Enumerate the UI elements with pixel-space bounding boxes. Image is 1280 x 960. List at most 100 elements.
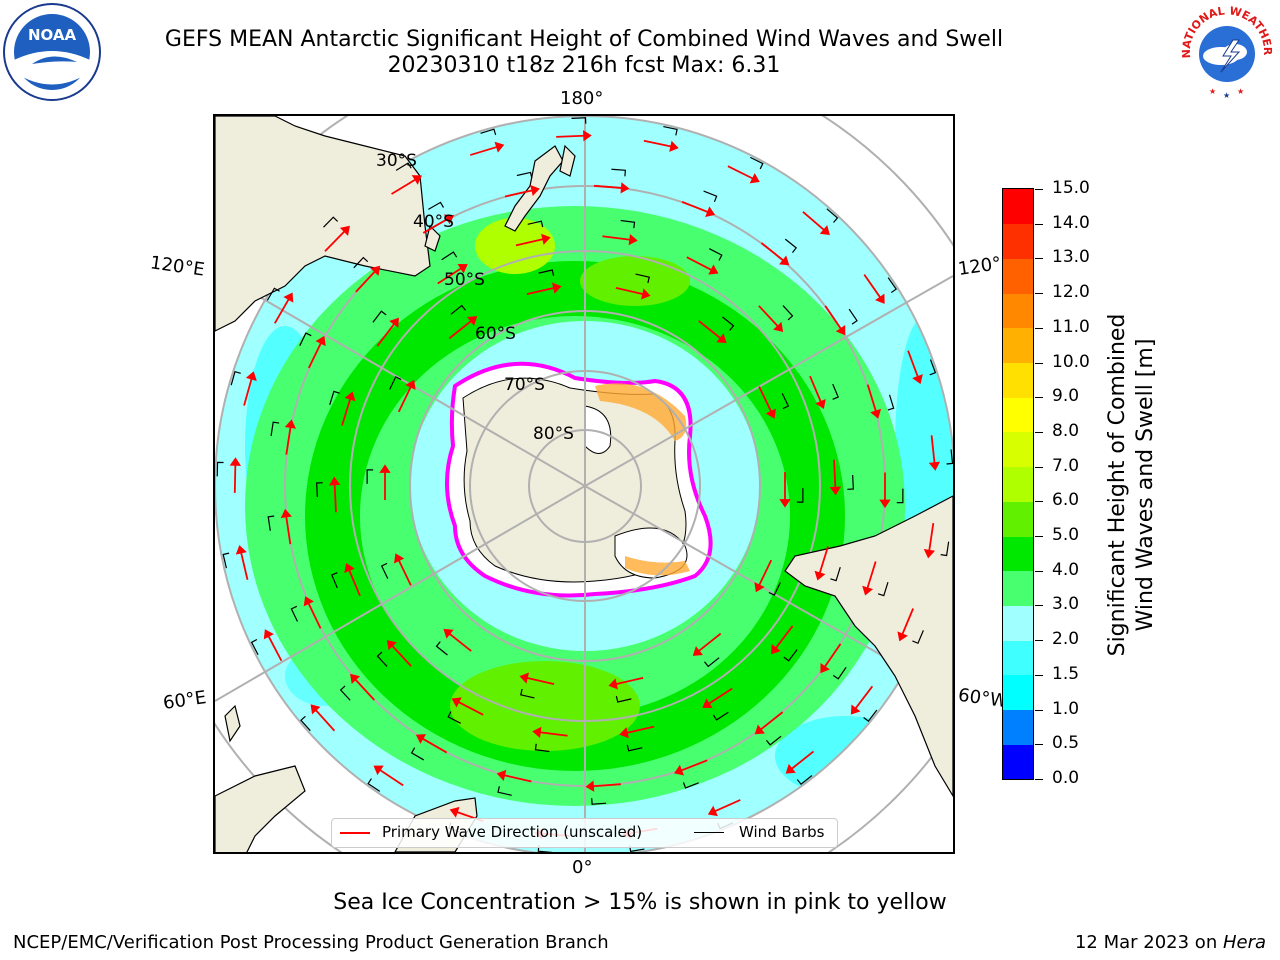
wave-arrow	[854, 685, 874, 710]
wave-arrow-head	[386, 640, 397, 651]
wave-arrow	[791, 750, 815, 770]
wind-barb	[912, 630, 924, 645]
wave-arrow-head	[443, 628, 454, 639]
colorbar-tick	[1035, 605, 1043, 607]
wave-arrow	[809, 375, 822, 403]
wind-barb	[230, 370, 241, 386]
wind-barb	[428, 201, 445, 210]
wave-arrow	[593, 184, 622, 189]
lon-label-0: 0°	[572, 857, 593, 878]
wave-arrow-head	[394, 553, 405, 564]
wave-arrow-head	[532, 726, 542, 739]
wave-arrow-head	[619, 727, 629, 739]
wave-arrow	[469, 146, 498, 156]
wave-direction-arrows	[229, 130, 941, 840]
wind-barbs	[216, 117, 953, 852]
wave-arrow	[448, 632, 472, 652]
colorbar-segment	[1003, 709, 1033, 745]
colorbar-tick-label: 7.0	[1052, 455, 1080, 476]
noaa-logo-text: NOAA	[28, 26, 77, 44]
lon-label-120w: 120°	[956, 253, 1003, 280]
wind-barb	[703, 657, 720, 668]
colorbar-segment	[1003, 223, 1033, 259]
wind-barb	[784, 238, 798, 253]
colorbar-segment	[1003, 501, 1033, 537]
colorbar-segment	[1003, 189, 1033, 225]
colorbar-tick-label: 14.0	[1052, 212, 1090, 233]
wave-arrow-head	[870, 408, 882, 419]
colorbar-tick-label: 1.0	[1052, 698, 1080, 719]
wave-arrow-head	[389, 317, 399, 328]
wave-arrow	[233, 464, 237, 493]
wave-arrow-head	[370, 265, 381, 276]
wind-barb	[781, 393, 790, 410]
colorbar-tick	[1035, 536, 1043, 538]
wind-barb	[863, 709, 878, 722]
colorbar-tick	[1035, 431, 1043, 433]
longitude-lines	[215, 116, 953, 852]
colorbar-tick-label: 1.5	[1052, 663, 1080, 684]
continents	[215, 116, 953, 852]
wind-barb	[270, 421, 280, 437]
wave-arrow	[285, 426, 292, 455]
wave-arrow	[866, 384, 877, 412]
wave-arrow	[698, 632, 722, 652]
wave-arrow-head	[443, 214, 455, 225]
wind-barb	[615, 696, 632, 703]
footer-date-text: 12 Mar 2023 on	[1074, 932, 1223, 953]
wave-arrow-head	[674, 764, 685, 776]
wave-arrow-head	[411, 175, 423, 185]
colorbar-segment	[1003, 397, 1033, 433]
wave-arrow-head	[496, 769, 507, 781]
wind-barb	[216, 461, 224, 477]
colorbar-segment	[1003, 605, 1033, 641]
wave-arrow	[314, 709, 336, 732]
wave-arrow-head	[628, 233, 638, 246]
wave-arrow-head	[519, 672, 529, 684]
wave-arrow-head	[280, 508, 292, 519]
wave-arrow	[391, 645, 412, 667]
wave-arrow-head	[820, 662, 830, 674]
colorbar-segment	[1003, 570, 1033, 606]
wind-barb	[266, 287, 280, 301]
wind-barb	[331, 572, 338, 589]
wind-barb	[250, 638, 259, 655]
colorbar-title-line1: Significant Height of Combined	[1105, 314, 1130, 657]
wave-arrow-head	[928, 461, 941, 471]
map-legend: Primary Wave Direction (unscaled) Wind B…	[331, 818, 838, 848]
wave-arrow-head	[879, 499, 891, 509]
wave-arrow-head	[819, 225, 830, 236]
colorbar-tick-label: 6.0	[1052, 490, 1080, 511]
colorbar-segment	[1003, 536, 1033, 572]
wave-arrow-head	[344, 391, 356, 402]
wave-arrow	[615, 676, 644, 685]
wave-arrow	[823, 643, 842, 668]
wind-barb	[300, 715, 311, 732]
wave-arrow	[727, 165, 754, 180]
wave-arrow-head	[373, 765, 384, 776]
wave-arrow	[760, 242, 784, 262]
wave-arrow	[515, 238, 544, 247]
wind-barb	[796, 488, 804, 503]
wave-arrow-head	[815, 398, 826, 410]
wave-arrow-head	[530, 184, 540, 197]
sea-ice-note: Sea Ice Concentration > 15% is shown in …	[333, 890, 947, 915]
legend-barb-label: Wind Barbs	[739, 823, 825, 841]
chart-subtitle: 20230310 t18z 216h fcst Max: 6.31	[387, 53, 781, 78]
wind-barb	[929, 359, 937, 376]
wind-barb	[395, 162, 412, 171]
wind-barb	[323, 216, 339, 228]
wave-arrow-head	[779, 255, 790, 266]
wind-barb	[750, 156, 764, 170]
wave-arrow-head	[692, 646, 703, 656]
colorbar-tick	[1035, 362, 1043, 364]
wave-arrow	[833, 459, 837, 488]
wave-arrow	[333, 484, 337, 513]
lon-label-180: 180°	[560, 88, 604, 109]
wind-barb	[635, 273, 650, 284]
wave-arrow-head	[467, 316, 478, 326]
colorbar-segment	[1003, 327, 1033, 364]
wave-arrow-head	[582, 130, 592, 142]
wave-arrow	[556, 134, 585, 138]
wind-barb	[441, 251, 458, 261]
